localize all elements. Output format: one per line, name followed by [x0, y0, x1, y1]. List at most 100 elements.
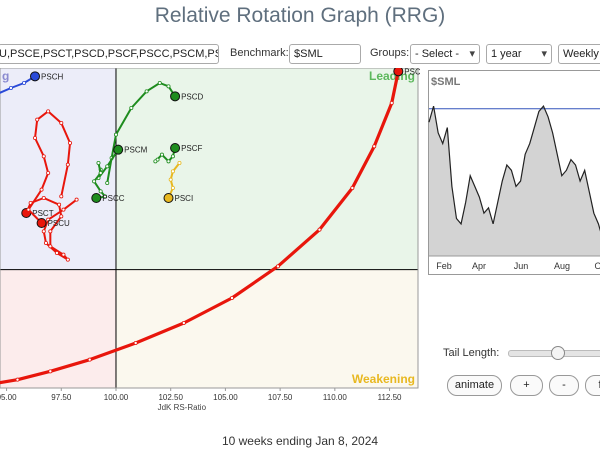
benchmark-label: Benchmark:	[230, 47, 289, 59]
x-tick-label: 112.50	[378, 393, 402, 402]
tail-point-psce	[317, 227, 322, 232]
tail-point-psce	[372, 144, 377, 149]
tail-point-pscd	[105, 181, 110, 186]
label-pscm: PSCM	[124, 146, 147, 155]
tail-psci: PSCI	[163, 161, 194, 203]
tail-point-psch	[22, 80, 27, 85]
period-select-value: 1 year	[491, 48, 522, 60]
tail-point-psct	[41, 195, 46, 200]
f-button[interactable]: f	[585, 375, 600, 396]
tail-point-pscu	[68, 141, 73, 146]
minus-button[interactable]: -	[549, 375, 579, 396]
tail-point-pscu	[39, 187, 44, 192]
x-tick-label: 105.00	[213, 393, 238, 402]
tail-point-pscd	[129, 106, 134, 111]
tail-point-psce	[48, 369, 53, 374]
tail-point-pscu	[41, 154, 46, 159]
marker-pscu[interactable]	[36, 218, 47, 228]
symbols-input[interactable]: U,PSCE,PSCT,PSCD,PSCF,PSCC,PSCM,PSC	[0, 44, 219, 64]
label-pscd: PSCD	[181, 92, 203, 101]
groups-select-value: - Select -	[415, 48, 460, 60]
tail-line-pscu	[27, 110, 72, 224]
tail-point-psct	[59, 214, 64, 219]
marker-pscf[interactable]	[170, 143, 181, 153]
tail-point-psch	[8, 85, 13, 90]
tail-point-psct	[54, 250, 59, 255]
tail-pscf: PSCF	[153, 143, 203, 164]
tail-point-pscf	[159, 152, 164, 157]
label-pscu: PSCU	[48, 219, 70, 228]
label-psce: PSCE	[404, 68, 420, 76]
mini-chart-area	[429, 106, 600, 256]
tail-point-pscu	[59, 194, 64, 199]
tail-point-psct	[65, 257, 70, 262]
frequency-select-value: Weekly	[563, 48, 599, 60]
tail-psct: PSCT	[21, 195, 79, 262]
tail-point-pscc	[103, 194, 108, 199]
x-tick-label: 95.00	[0, 393, 17, 402]
marker-psci[interactable]	[163, 193, 174, 203]
plus-button[interactable]: +	[510, 375, 543, 396]
tail-pscc: PSCC	[91, 161, 125, 203]
animate-button[interactable]: animate	[447, 375, 502, 396]
tail-point-pscm	[105, 164, 110, 169]
tail-point-psct	[57, 202, 62, 207]
tail-point-pscf	[170, 154, 175, 159]
tail-point-psci	[170, 186, 175, 191]
marker-pscc[interactable]	[91, 193, 102, 203]
tail-point-psct	[74, 197, 79, 202]
tail-point-psci	[177, 161, 182, 166]
tail-length-label: Tail Length:	[443, 347, 500, 359]
toolbar: U,PSCE,PSCT,PSCD,PSCF,PSCC,PSCM,PSC Benc…	[0, 44, 600, 66]
marker-pscd[interactable]	[170, 91, 181, 102]
tail-point-pscc	[98, 189, 103, 194]
x-tick-label: 100.00	[104, 393, 129, 402]
tail-point-pscc	[92, 179, 97, 184]
quadrant-label-improving: g	[2, 69, 9, 83]
label-pscf: PSCF	[181, 144, 202, 153]
tail-point-psct	[48, 229, 53, 234]
tail-point-psct	[41, 229, 46, 234]
label-psct: PSCT	[32, 209, 53, 218]
marker-pscm[interactable]	[113, 144, 124, 155]
frequency-select[interactable]: Weekly	[558, 44, 600, 64]
tail-point-psct	[48, 244, 53, 249]
mini-chart-x-label: O	[594, 261, 600, 271]
label-pscc: PSCC	[102, 194, 124, 203]
tail-point-pscd	[166, 84, 171, 89]
label-psci: PSCI	[175, 194, 194, 203]
period-select[interactable]: 1 year	[486, 44, 552, 64]
label-psch: PSCH	[41, 72, 63, 81]
tail-point-psce	[229, 295, 234, 300]
tail-point-pscu	[33, 136, 38, 141]
marker-psch[interactable]	[30, 71, 41, 82]
tail-point-pscc	[98, 171, 103, 176]
mini-chart-x-label: Apr	[472, 261, 486, 271]
groups-select[interactable]: - Select -	[410, 44, 480, 64]
groups-label: Groups:	[370, 47, 410, 59]
quadrant-label-leading: Leading	[369, 69, 415, 83]
tail-point-pscu	[35, 117, 40, 122]
benchmark-mini-chart: $SML Feb Apr Jun Aug O	[428, 70, 600, 275]
tail-point-pscf	[166, 159, 171, 164]
quadrant-leading	[115, 68, 418, 270]
tail-length-slider-handle[interactable]	[551, 346, 565, 360]
tail-point-pscu	[26, 207, 31, 212]
marker-psce[interactable]	[393, 68, 404, 77]
tail-psch: PSCH	[0, 71, 63, 94]
x-tick-label: 97.50	[51, 393, 72, 402]
tail-length-slider[interactable]	[508, 346, 600, 360]
tail-psce: PSCE	[0, 68, 420, 385]
footer-caption: 10 weeks ending Jan 8, 2024	[221, 434, 379, 448]
benchmark-input[interactable]: $SML	[289, 44, 361, 64]
tail-point-psct	[43, 240, 48, 245]
tail-point-pscc	[96, 161, 101, 166]
tail-point-pscd	[113, 132, 118, 137]
tail-point-pscu	[46, 171, 51, 176]
tail-point-psce	[133, 340, 138, 345]
tail-pscu: PSCU	[26, 109, 73, 228]
tail-point-psci	[170, 169, 175, 174]
tail-point-psct	[46, 217, 51, 222]
quadrant-weakening	[115, 269, 418, 388]
